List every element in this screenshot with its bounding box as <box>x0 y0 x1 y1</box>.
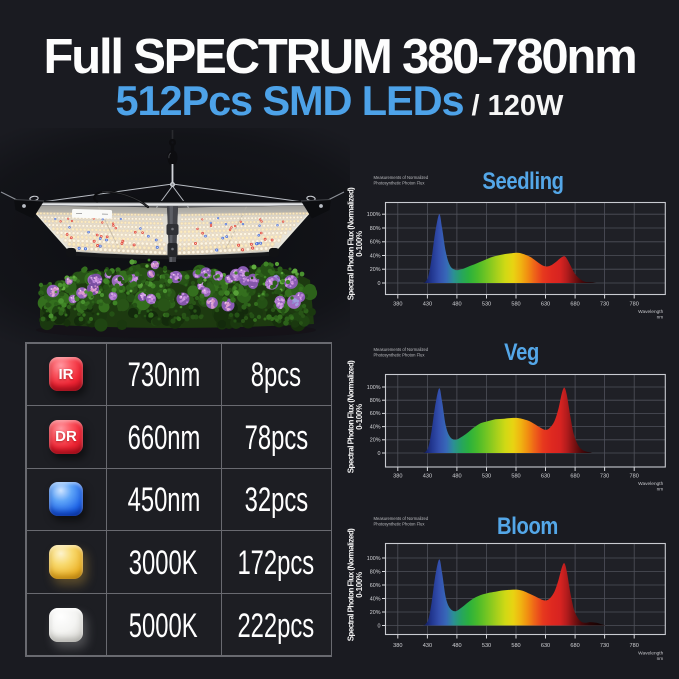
svg-text:Photosynthetic Photon Flux: Photosynthetic Photon Flux <box>374 353 426 358</box>
svg-text:680: 680 <box>570 302 579 308</box>
svg-text:480: 480 <box>452 474 461 480</box>
svg-text:40%: 40% <box>370 424 381 430</box>
svg-text:430: 430 <box>423 643 432 649</box>
svg-text:530: 530 <box>482 643 491 649</box>
svg-text:Veg: Veg <box>504 338 539 365</box>
svg-text:480: 480 <box>452 302 461 308</box>
svg-text:0: 0 <box>378 623 381 629</box>
svg-text:nm: nm <box>657 488 664 493</box>
svg-text:Photosynthetic Photon Flux: Photosynthetic Photon Flux <box>374 181 426 186</box>
svg-text:60%: 60% <box>370 240 381 246</box>
svg-text:20%: 20% <box>370 610 381 616</box>
svg-text:Spectral Photon Flux (Normaliz: Spectral Photon Flux (Normalized) <box>347 187 356 300</box>
svg-text:80%: 80% <box>370 569 381 575</box>
svg-text:Seedling: Seedling <box>482 167 563 194</box>
svg-text:20%: 20% <box>370 438 381 444</box>
svg-text:Photosynthetic Photon Flux: Photosynthetic Photon Flux <box>374 522 426 527</box>
svg-text:Measurements of Normalized: Measurements of Normalized <box>374 347 429 352</box>
svg-text:nm: nm <box>657 657 664 662</box>
svg-text:630: 630 <box>541 474 550 480</box>
svg-text:430: 430 <box>423 302 432 308</box>
svg-text:Spectral Photon Flux (Normaliz: Spectral Photon Flux (Normalized) <box>347 528 356 641</box>
svg-text:nm: nm <box>657 316 664 321</box>
svg-text:0: 0 <box>378 281 381 287</box>
svg-text:580: 580 <box>511 302 520 308</box>
svg-text:100%: 100% <box>367 385 381 391</box>
svg-text:80%: 80% <box>370 226 381 232</box>
svg-text:580: 580 <box>511 643 520 649</box>
svg-text:Measurements of Normalized: Measurements of Normalized <box>374 175 429 180</box>
svg-text:0-100%: 0-100% <box>355 404 364 430</box>
svg-text:680: 680 <box>570 474 579 480</box>
svg-text:40%: 40% <box>370 253 381 259</box>
svg-text:530: 530 <box>482 474 491 480</box>
svg-text:Bloom: Bloom <box>497 512 558 539</box>
svg-text:100%: 100% <box>367 556 381 562</box>
svg-text:780: 780 <box>630 643 639 649</box>
svg-text:380: 380 <box>393 643 402 649</box>
svg-text:0: 0 <box>378 451 381 457</box>
svg-text:60%: 60% <box>370 583 381 589</box>
svg-text:380: 380 <box>393 302 402 308</box>
svg-text:630: 630 <box>541 643 550 649</box>
svg-text:530: 530 <box>482 302 491 308</box>
svg-text:0-100%: 0-100% <box>355 231 364 257</box>
svg-text:780: 780 <box>630 474 639 480</box>
svg-text:780: 780 <box>630 302 639 308</box>
svg-text:60%: 60% <box>370 411 381 417</box>
svg-text:730: 730 <box>600 302 609 308</box>
svg-text:Measurements of Normalized: Measurements of Normalized <box>374 516 429 521</box>
svg-text:480: 480 <box>452 643 461 649</box>
svg-text:0-100%: 0-100% <box>355 572 364 598</box>
svg-text:630: 630 <box>541 302 550 308</box>
svg-text:Spectral Photon Flux (Normaliz: Spectral Photon Flux (Normalized) <box>347 360 356 473</box>
svg-text:40%: 40% <box>370 596 381 602</box>
svg-text:430: 430 <box>423 474 432 480</box>
svg-text:Wavelength: Wavelength <box>638 481 663 487</box>
svg-text:Wavelength: Wavelength <box>638 651 663 657</box>
svg-text:20%: 20% <box>370 267 381 273</box>
svg-text:Wavelength: Wavelength <box>638 309 663 315</box>
svg-text:730: 730 <box>600 474 609 480</box>
svg-text:100%: 100% <box>367 212 381 218</box>
svg-text:730: 730 <box>600 643 609 649</box>
svg-text:680: 680 <box>570 643 579 649</box>
svg-text:580: 580 <box>511 474 520 480</box>
svg-text:380: 380 <box>393 474 402 480</box>
svg-text:80%: 80% <box>370 398 381 404</box>
